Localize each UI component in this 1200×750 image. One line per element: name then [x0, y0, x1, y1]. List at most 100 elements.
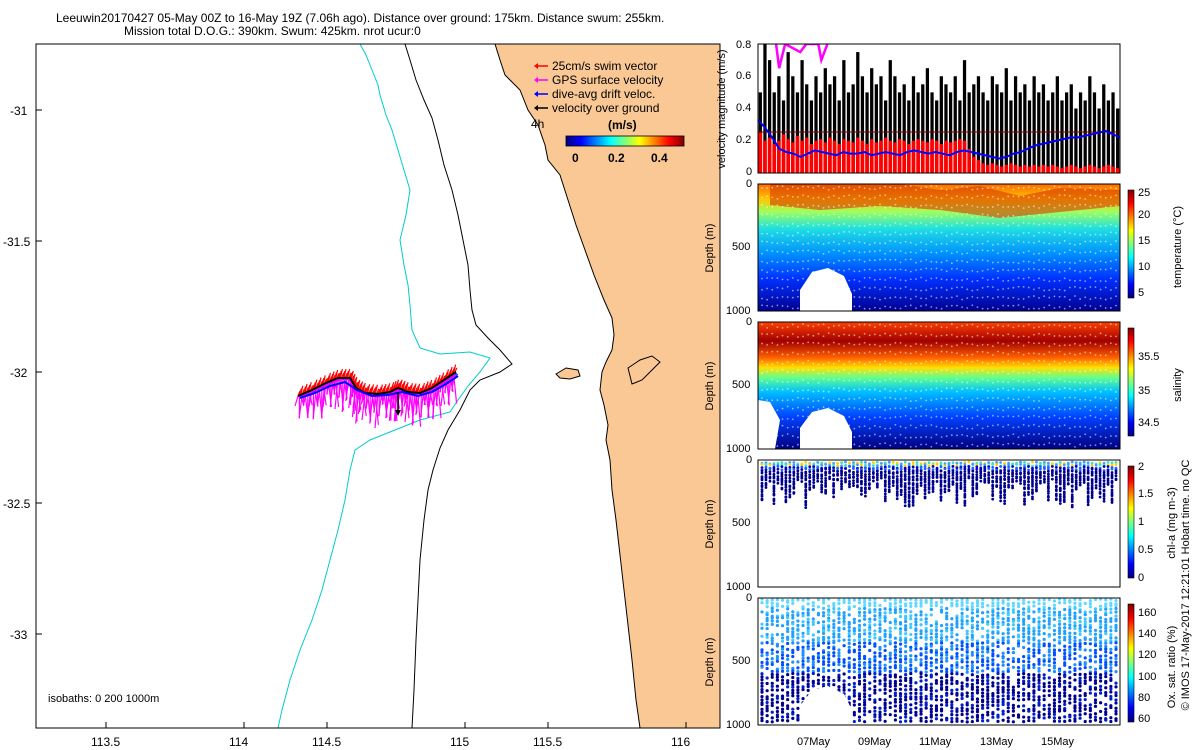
chla-dot [772, 502, 776, 505]
chla-dot [951, 461, 955, 465]
swim-velocity-bar [920, 140, 925, 173]
sample-dot [961, 433, 963, 436]
chla-dot [987, 473, 991, 477]
sample-dot [976, 388, 979, 391]
oxygen-dot [873, 691, 877, 695]
oxygen-dot [883, 687, 887, 692]
oxygen-dot [919, 691, 923, 696]
sample-dot [1094, 444, 1097, 446]
swim-velocity-bar [999, 166, 1004, 173]
chla-dot [844, 460, 847, 464]
map-colorbar [565, 135, 685, 147]
sample-dot [966, 240, 969, 243]
oxygen-dot [893, 608, 897, 612]
oxygen-dot [893, 653, 897, 657]
chla-dot [824, 467, 828, 471]
sample-dot [812, 233, 815, 236]
chla-dot [1007, 469, 1011, 473]
sample-dot [894, 213, 897, 216]
chla-dot [951, 473, 955, 477]
oxygen-dot [939, 598, 944, 601]
sample-dot [981, 249, 984, 251]
oxygen-dot [914, 623, 918, 627]
chla-dot [808, 470, 812, 474]
sample-dot [940, 350, 943, 353]
oxygen-dot [934, 620, 939, 624]
chla-dot [836, 466, 839, 470]
chla-dot [879, 476, 883, 480]
sample-dot [761, 372, 763, 375]
oxygen-dot [919, 610, 923, 614]
sample-dot [776, 416, 779, 419]
chla-dot [887, 460, 891, 464]
chla-dot [931, 480, 935, 484]
oxygen-dot [950, 604, 954, 608]
sample-dot [1104, 388, 1107, 391]
oxygen-dot [770, 720, 774, 724]
sample-dot [1099, 215, 1102, 218]
oxygen-dot [909, 645, 913, 649]
sample-dot [848, 242, 851, 244]
oxygen-dot [765, 681, 769, 686]
oxygen-dot [847, 697, 851, 701]
sample-dot [1079, 286, 1081, 289]
oxygen-dot [842, 644, 846, 648]
sample-dot [909, 436, 912, 439]
sample-dot [971, 304, 974, 307]
sample-dot [1094, 269, 1097, 272]
sample-dot [853, 388, 856, 391]
chla-dot [927, 461, 931, 465]
gps-vector [294, 395, 299, 407]
chla-dot [927, 467, 931, 471]
sample-dot [1089, 305, 1092, 307]
chla-dot [1110, 494, 1114, 498]
sample-dot [889, 258, 892, 261]
sample-dot [781, 362, 784, 365]
sample-dot [776, 387, 779, 390]
swim-velocity-bar [888, 140, 893, 173]
oxygen-dot [842, 598, 846, 602]
ground-velocity-bar [1097, 108, 1101, 173]
sample-dot [991, 231, 994, 234]
chla-dot [955, 494, 959, 498]
sample-dot [879, 352, 881, 355]
sample-dot [1027, 323, 1030, 326]
sample-dot [961, 342, 963, 344]
chla-dot [1031, 495, 1034, 499]
sample-dot [843, 352, 845, 354]
oxygen-dot [760, 678, 764, 682]
oxygen-dot [827, 619, 831, 623]
sample-dot [935, 380, 938, 383]
sample-dot [986, 408, 989, 410]
oxygen-dot [791, 610, 795, 614]
sample-dot [1058, 271, 1061, 273]
sample-dot [832, 325, 835, 327]
oxygen-dot [821, 614, 826, 618]
sample-dot [1099, 345, 1102, 347]
oxygen-dot [939, 718, 944, 722]
ground-velocity-bar [851, 84, 855, 173]
chla-dot [824, 477, 828, 480]
chla-dot [1102, 476, 1106, 480]
oxygen-dot [919, 647, 923, 651]
oxygen-dot [801, 614, 805, 618]
sample-dot [1074, 417, 1076, 420]
chla-dot [1039, 474, 1042, 478]
sample-dot [827, 417, 830, 420]
oxygen-dot [780, 666, 785, 670]
ground-velocity-bar [953, 76, 957, 173]
sample-dot [884, 435, 887, 437]
chla-dot [1046, 472, 1050, 476]
sample-dot [827, 287, 830, 290]
oxygen-dot [924, 660, 928, 664]
sample-dot [868, 308, 871, 310]
oxygen-dot [780, 598, 785, 602]
chla-dot [931, 470, 935, 474]
oxygen-dot [801, 620, 805, 624]
oxygen-dot [883, 638, 887, 642]
chla-dot [864, 463, 867, 467]
chla-dot [780, 465, 784, 469]
ground-velocity-bar [935, 100, 939, 173]
chla-dot [1070, 480, 1074, 484]
oxygen-dot [847, 656, 851, 660]
